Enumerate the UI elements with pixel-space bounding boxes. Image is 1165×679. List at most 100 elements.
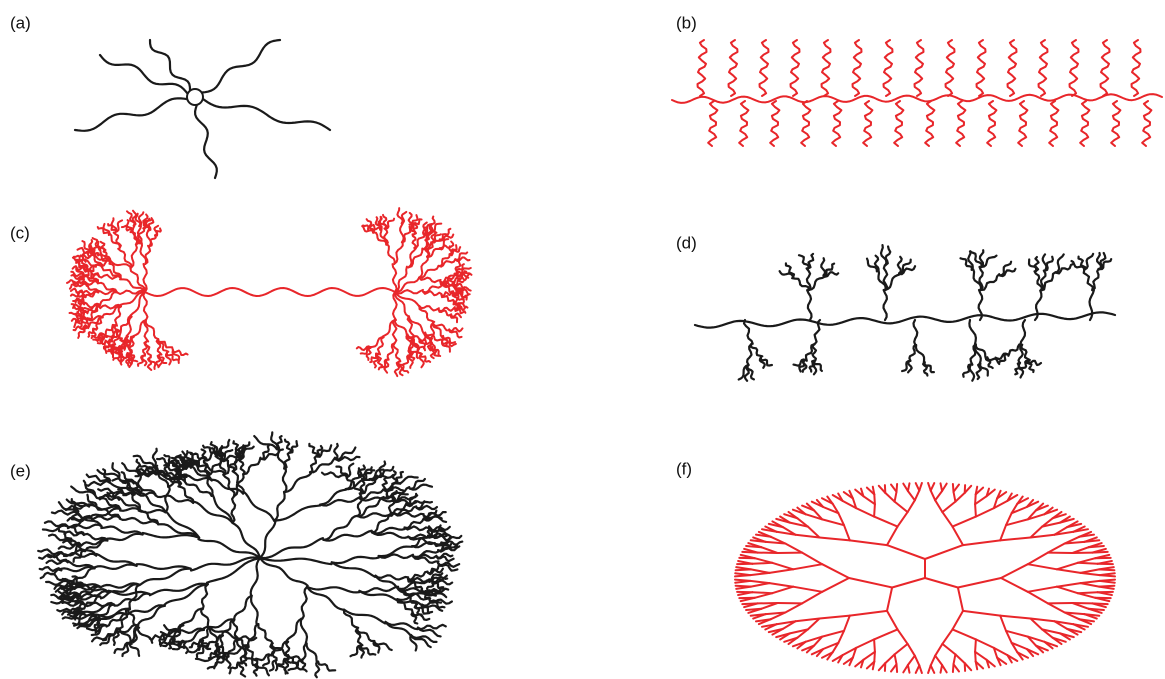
branch — [201, 609, 209, 629]
generation-branch — [975, 496, 987, 504]
branch — [140, 569, 191, 585]
branch — [287, 619, 302, 641]
generation-branch — [954, 492, 956, 502]
branch — [1056, 254, 1064, 272]
generation-branch — [1057, 587, 1078, 594]
page: {"panels": [{"label": "(a)"}, {"label": … — [0, 0, 1165, 679]
branch — [120, 508, 165, 513]
bristle — [760, 40, 769, 96]
generation-branch — [874, 494, 875, 504]
generation-branch — [892, 578, 925, 588]
generation-branch — [975, 504, 976, 516]
generation-branch — [1099, 569, 1114, 570]
generation-branch — [942, 484, 947, 491]
branch — [1020, 320, 1025, 345]
generation-branch — [751, 569, 770, 573]
bristle — [894, 101, 903, 146]
branch — [310, 456, 316, 472]
branch — [807, 290, 811, 320]
generation-branch — [919, 483, 922, 491]
branch — [95, 565, 137, 569]
branch — [274, 492, 285, 521]
branch — [251, 558, 260, 596]
branch — [165, 487, 170, 512]
generation-branch — [1001, 564, 1028, 578]
branch — [413, 234, 417, 248]
generation-branch — [935, 491, 942, 500]
generation-branch — [1028, 587, 1057, 592]
generation-branch — [903, 665, 908, 672]
branch — [898, 257, 902, 274]
core — [187, 89, 203, 105]
branch — [75, 595, 79, 604]
bristle — [822, 40, 831, 96]
generation-branch — [1081, 573, 1100, 575]
branch — [234, 596, 252, 620]
branch — [359, 587, 398, 593]
branch — [1090, 290, 1094, 320]
generation-branch — [942, 512, 952, 527]
generation-branch — [942, 644, 955, 655]
generation-branch — [849, 578, 892, 588]
branch — [199, 539, 261, 558]
bristle — [884, 40, 893, 96]
branch — [969, 320, 976, 345]
generation-branch — [772, 563, 793, 570]
generation-branch — [895, 644, 908, 655]
bristle — [853, 40, 862, 96]
branch — [239, 663, 245, 677]
generation-branch — [735, 573, 750, 575]
generation-branch — [874, 629, 897, 639]
branch — [260, 521, 276, 558]
generation-branch — [935, 500, 942, 512]
bristle — [698, 40, 707, 96]
bristle — [863, 101, 872, 146]
branch — [908, 361, 912, 373]
branch — [155, 228, 161, 235]
generation-branch — [976, 508, 994, 516]
branch — [52, 511, 77, 515]
generation-branch — [770, 569, 794, 573]
generation-branch — [772, 587, 793, 594]
branch — [283, 469, 286, 493]
branch — [332, 557, 379, 563]
generation-branch — [1089, 546, 1104, 547]
branch — [278, 449, 285, 469]
branch — [101, 242, 106, 252]
generation-branch — [908, 500, 915, 512]
branch — [107, 534, 143, 540]
branch — [85, 481, 109, 486]
bristle — [977, 40, 986, 96]
generation-branch — [908, 491, 915, 500]
generation-branch — [928, 665, 931, 673]
branch — [916, 345, 924, 363]
panel-label: (f) — [676, 459, 692, 478]
arm — [75, 98, 187, 131]
branch — [130, 643, 139, 656]
generation-branch — [822, 564, 849, 578]
branch — [207, 558, 260, 583]
branch — [302, 587, 307, 619]
generation-branch — [785, 603, 802, 612]
arm — [195, 105, 217, 178]
generation-branch — [925, 545, 963, 559]
branch — [277, 436, 282, 449]
arm — [202, 40, 280, 93]
bristle — [915, 40, 924, 96]
generation-branch — [955, 493, 964, 502]
bristle — [925, 101, 934, 146]
generation-branch — [802, 553, 822, 565]
branch — [92, 516, 120, 520]
branch — [258, 624, 272, 643]
branch — [81, 539, 107, 545]
branch — [274, 505, 320, 520]
panel-label: (c) — [10, 223, 30, 242]
branch — [393, 343, 400, 361]
generation-branch — [975, 652, 976, 662]
branch — [1035, 291, 1041, 321]
branch — [881, 245, 886, 265]
generation-branch — [887, 588, 892, 611]
generation-branch — [1028, 553, 1048, 565]
branch — [439, 307, 455, 311]
branch — [223, 475, 234, 497]
